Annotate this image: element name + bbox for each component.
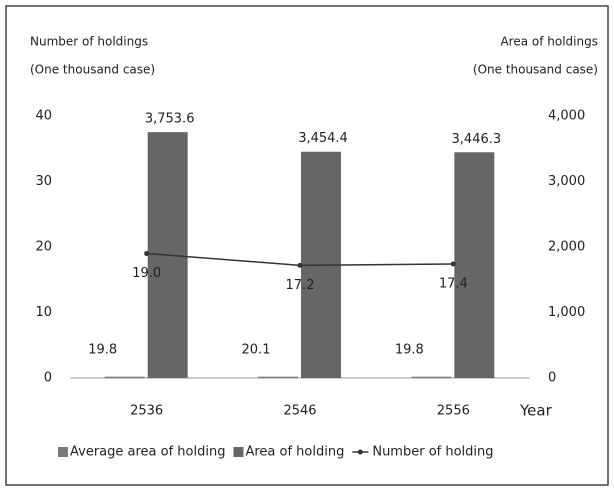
line-point	[450, 261, 456, 267]
y-axis-title: Number of holdings	[30, 35, 148, 49]
y2-axis-title: Area of holdings	[500, 35, 598, 49]
legend-label: Average area of holding	[70, 445, 225, 460]
y2-tick-label: 0	[548, 371, 556, 386]
y-tick-label: 40	[35, 109, 52, 124]
y2-tick-label: 3,000	[548, 174, 585, 189]
legend-label: Number of holding	[372, 445, 493, 460]
data-label: 17.4	[439, 277, 468, 292]
data-label: 17.2	[286, 278, 315, 293]
line-point	[144, 251, 150, 257]
data-label: 19.8	[395, 343, 424, 358]
legend-swatch	[58, 447, 68, 457]
y2-tick-label: 4,000	[548, 109, 585, 124]
y-axis-unit: (One thousand case)	[30, 63, 155, 77]
bar	[258, 376, 298, 378]
data-label: 3,753.6	[145, 112, 195, 127]
bar	[104, 376, 145, 378]
y-tick-label: 20	[35, 240, 52, 255]
bar	[454, 152, 495, 378]
legend-point	[357, 449, 363, 455]
data-label: 3,454.4	[298, 131, 348, 146]
legend-label: Area of holding	[245, 445, 344, 460]
data-label: 19.8	[88, 343, 117, 358]
y2-tick-label: 2,000	[548, 240, 585, 255]
data-label: 3,446.3	[452, 132, 502, 147]
y2-tick-label: 1,000	[548, 305, 585, 320]
x-axis-title: Year	[519, 402, 553, 420]
x-tick-label: 2546	[283, 404, 316, 419]
x-tick-label: 2536	[130, 404, 163, 419]
y-tick-label: 10	[35, 305, 52, 320]
line-point	[297, 262, 303, 268]
y2-axis-unit: (One thousand case)	[473, 63, 598, 77]
y-tick-label: 30	[35, 174, 52, 189]
data-label: 20.1	[242, 343, 271, 358]
bar	[411, 376, 452, 378]
legend-swatch	[233, 447, 244, 457]
y-tick-label: 0	[44, 371, 52, 386]
data-label: 19.0	[132, 266, 161, 281]
x-tick-label: 2556	[437, 404, 470, 419]
